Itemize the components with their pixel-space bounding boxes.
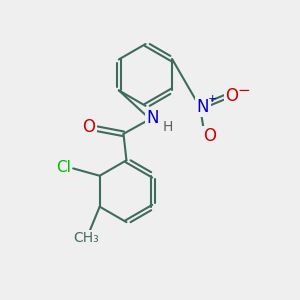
Text: O: O (225, 86, 238, 104)
Text: N: N (197, 98, 209, 116)
Text: H: H (163, 120, 173, 134)
Text: −: − (237, 83, 250, 98)
Text: O: O (203, 127, 216, 145)
Text: CH₃: CH₃ (74, 231, 99, 245)
Text: +: + (208, 94, 217, 104)
Text: Cl: Cl (56, 160, 71, 175)
Text: O: O (82, 118, 95, 136)
Text: N: N (146, 109, 159, 127)
